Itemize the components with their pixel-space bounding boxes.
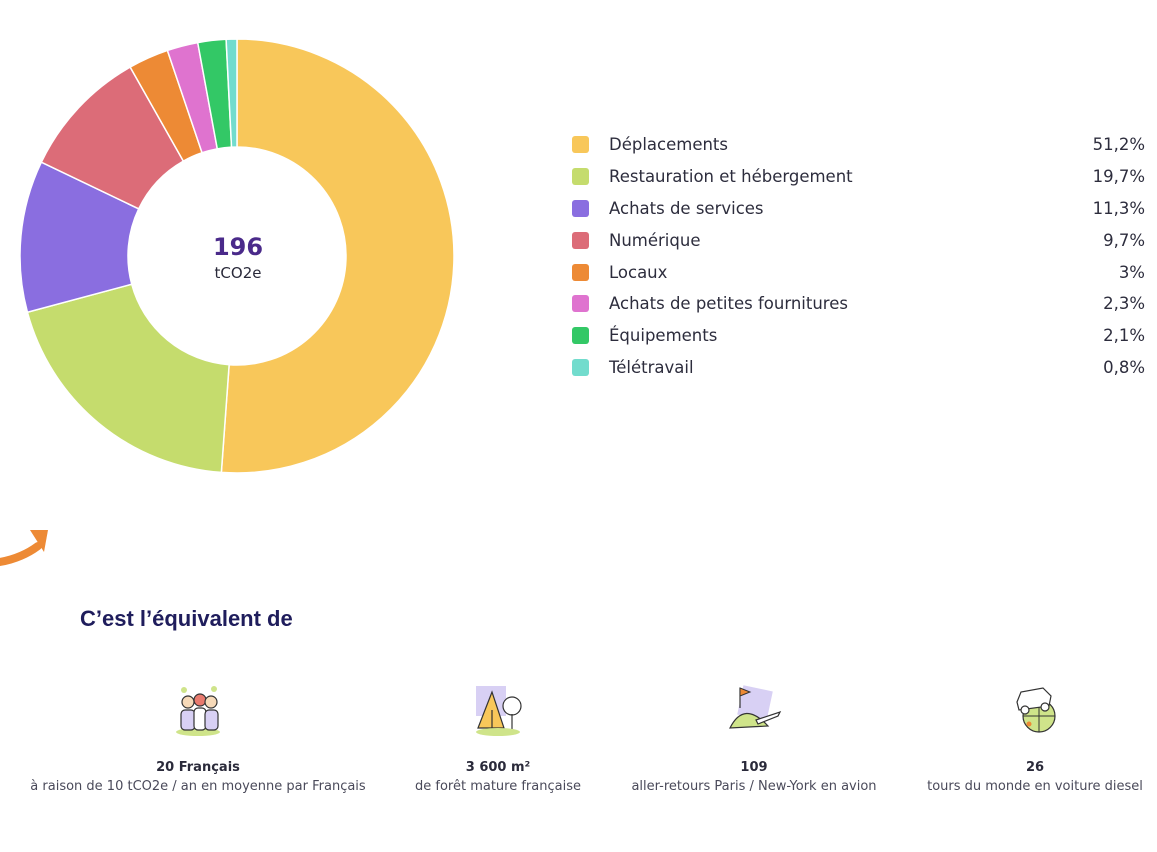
airplane-icon	[729, 685, 782, 729]
legend-swatch	[572, 358, 589, 376]
legend-swatch	[572, 168, 589, 186]
legend-label: Locaux	[609, 262, 668, 282]
legend-label: Restauration et hébergement	[609, 167, 853, 187]
legend-item: Déplacements 51,2%	[572, 129, 1147, 161]
legend-value: 0,8%	[1103, 357, 1145, 377]
equivalent-item: 109 aller-retours Paris / New-York en av…	[618, 680, 890, 794]
legend-item: Restauration et hébergement 19,7%	[572, 161, 1147, 193]
legend-label: Numérique	[609, 230, 701, 250]
legend-item: Achats de services 11,3%	[572, 193, 1147, 225]
legend-value: 2,1%	[1103, 326, 1145, 346]
equivalent-description: à raison de 10 tCO2e / an en moyenne par…	[30, 779, 366, 794]
legend-label: Achats de services	[609, 198, 764, 218]
legend: Déplacements 51,2% Restauration et héberg…	[572, 129, 1147, 383]
equivalent-description: tours du monde en voiture diesel	[927, 779, 1143, 794]
legend-item: Équipements 2,1%	[572, 320, 1147, 352]
total-unit: tCO2e	[214, 264, 262, 282]
legend-value: 19,7%	[1092, 167, 1145, 187]
donut-slice[interactable]	[26, 283, 230, 474]
legend-item: Télétravail 0,8%	[572, 352, 1147, 384]
equivalent-value: 20 Français	[156, 760, 240, 775]
arrow-icon	[0, 530, 48, 566]
equivalent-value: 3 600 m²	[465, 760, 531, 775]
legend-value: 51,2%	[1092, 135, 1145, 155]
car-globe-icon	[1016, 687, 1056, 733]
equivalent-item: 20 Français à raison de 10 tCO2e / an en…	[20, 680, 376, 794]
legend-swatch	[572, 295, 589, 313]
total-value: 196	[212, 233, 264, 261]
legend-value: 2,3%	[1103, 294, 1145, 314]
donut-slice[interactable]	[225, 38, 238, 148]
legend-label: Déplacements	[609, 135, 728, 155]
donut-slice[interactable]	[220, 38, 455, 474]
equivalents-title: C’est l’équivalent de	[80, 606, 293, 631]
donut-chart	[19, 38, 455, 474]
equivalent-description: de forêt mature française	[415, 779, 581, 794]
legend-label: Achats de petites fournitures	[609, 294, 848, 314]
equivalent-value: 109	[740, 760, 768, 775]
legend-label: Équipements	[609, 326, 718, 346]
legend-swatch	[572, 263, 589, 281]
legend-item: Locaux 3%	[572, 256, 1147, 288]
equivalent-item: 26 tours du monde en voiture diesel	[922, 680, 1148, 794]
equivalent-item: 3 600 m² de forêt mature française	[410, 680, 586, 794]
legend-item: Achats de petites fournitures 2,3%	[572, 288, 1147, 320]
legend-value: 9,7%	[1103, 230, 1145, 250]
legend-value: 3%	[1118, 262, 1145, 282]
legend-swatch	[572, 327, 589, 345]
legend-item: Numérique 9,7%	[572, 224, 1147, 256]
legend-swatch	[572, 231, 589, 249]
equivalent-description: aller-retours Paris / New-York en avion	[631, 779, 877, 794]
people-icon	[176, 686, 220, 736]
forest-icon	[476, 686, 522, 736]
legend-value: 11,3%	[1092, 198, 1145, 218]
equivalent-value: 26	[1025, 760, 1045, 775]
legend-swatch	[572, 136, 589, 154]
legend-swatch	[572, 199, 589, 217]
legend-label: Télétravail	[609, 357, 694, 377]
